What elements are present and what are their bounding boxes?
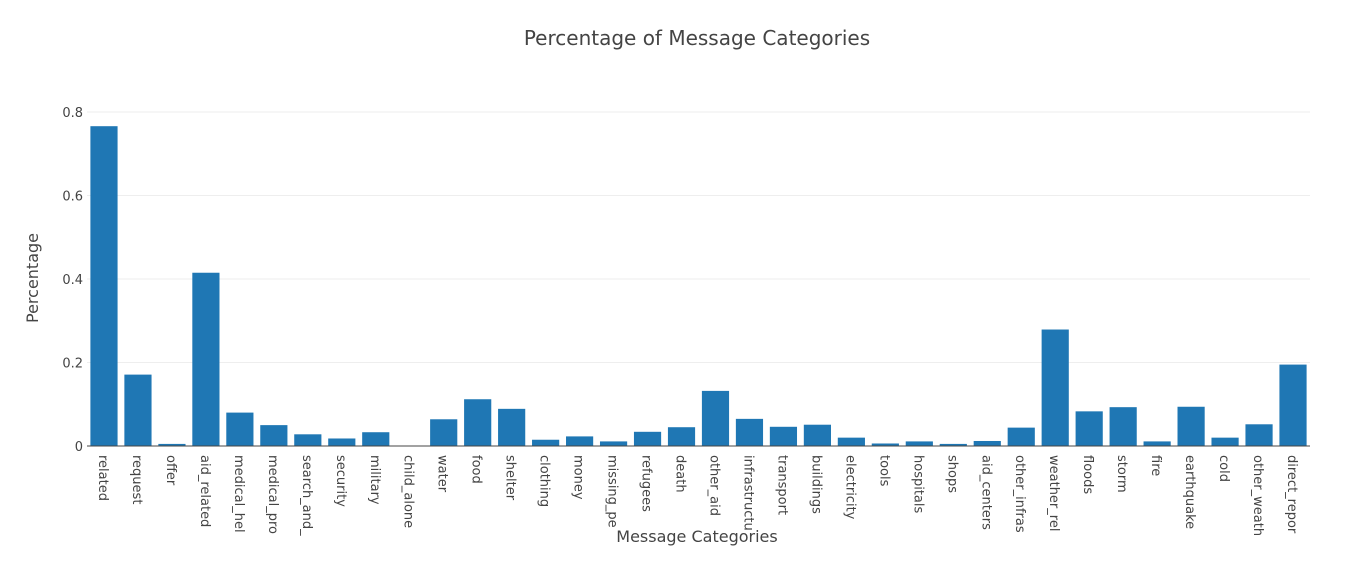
x-tick-label: child_alone xyxy=(401,455,416,528)
bar-other_aid xyxy=(701,390,730,446)
bar-missing_pe xyxy=(599,441,628,446)
x-tick-label: clothing xyxy=(537,455,552,507)
x-tick-label: direct_repor xyxy=(1284,455,1299,534)
x-tick-label: request xyxy=(129,455,144,504)
x-tick-label: buildings xyxy=(808,455,823,514)
y-tick-label: 0 xyxy=(75,440,83,455)
y-axis-title: Percentage xyxy=(23,233,42,323)
bar-tools xyxy=(871,443,899,446)
x-tick-label: hospitals xyxy=(910,455,925,514)
x-tick-label: offer xyxy=(163,455,178,486)
bar-shops xyxy=(939,443,967,446)
x-tick-label: aid_centers xyxy=(978,455,993,530)
bar-earthquake xyxy=(1177,406,1205,446)
y-axis-ticks: 0 0.2 0.4 0.6 0.8 xyxy=(62,106,83,455)
gridlines xyxy=(87,111,1310,363)
bar-storm xyxy=(1109,407,1137,446)
x-tick-label: medical_pro xyxy=(265,455,280,534)
bar-other_infras xyxy=(1007,427,1035,446)
bar-floods xyxy=(1075,411,1103,446)
x-tick-label: shops xyxy=(944,455,959,493)
x-tick-label: other_aid xyxy=(706,455,721,516)
x-tick-label: storm xyxy=(1114,455,1129,493)
bar-other_weath xyxy=(1245,424,1273,446)
x-axis-ticks: related request offer aid_related medical_he… xyxy=(95,455,1299,536)
x-tick-label: related xyxy=(95,455,110,501)
bar-direct_repor xyxy=(1279,364,1307,446)
y-tick-label: 0.8 xyxy=(62,106,83,121)
y-tick-label: 0.2 xyxy=(62,357,83,372)
bar-aid_centers xyxy=(973,440,1001,446)
bar-fire xyxy=(1143,441,1171,446)
bar-request xyxy=(124,374,152,446)
bar-medical_hel xyxy=(226,412,254,446)
x-tick-label: medical_hel xyxy=(231,455,246,533)
bar-death xyxy=(667,427,696,446)
x-tick-label: missing_pe xyxy=(605,455,620,528)
x-tick-label: military xyxy=(367,455,382,505)
x-tick-label: death xyxy=(673,455,688,493)
x-tick-label: fire xyxy=(1148,455,1163,476)
bar-food xyxy=(464,399,492,446)
bar-military xyxy=(362,432,390,446)
x-tick-label: water xyxy=(435,455,450,493)
x-tick-label: refugees xyxy=(639,455,654,512)
bar-medical_pro xyxy=(260,425,288,446)
x-tick-label: other_weath xyxy=(1250,455,1265,536)
bar-water xyxy=(430,419,458,446)
bar-infrastructu xyxy=(735,418,764,446)
bar-search_and_ xyxy=(294,434,322,446)
x-tick-label: weather_rel xyxy=(1046,455,1061,531)
bar-weather_rel xyxy=(1041,329,1069,446)
bar-cold xyxy=(1211,437,1239,446)
bar-refugees xyxy=(633,431,662,446)
bars xyxy=(90,126,1307,446)
x-tick-label: electricity xyxy=(842,455,857,520)
bar-transport xyxy=(769,426,798,446)
x-tick-label: other_infras xyxy=(1012,455,1027,533)
bar-related xyxy=(90,126,118,446)
bar-electricity xyxy=(837,437,865,446)
bar-buildings xyxy=(803,424,831,446)
bar-security xyxy=(328,438,356,446)
bar-offer xyxy=(158,443,186,446)
bar-hospitals xyxy=(905,441,933,446)
y-tick-label: 0.6 xyxy=(62,190,83,205)
x-tick-label: aid_related xyxy=(197,455,212,527)
x-tick-label: transport xyxy=(774,455,789,515)
x-tick-label: security xyxy=(333,455,348,507)
x-tick-label: infrastructu xyxy=(740,455,755,531)
x-tick-label: search_and_ xyxy=(299,455,314,536)
bar-clothing xyxy=(532,439,560,446)
bar-shelter xyxy=(498,408,526,446)
bar-aid_related xyxy=(192,272,220,446)
x-tick-label: floods xyxy=(1080,455,1095,494)
x-tick-label: cold xyxy=(1216,455,1231,482)
x-tick-label: money xyxy=(571,455,586,500)
bar-money xyxy=(566,436,594,446)
x-axis-title: Message Categories xyxy=(616,527,777,546)
x-tick-label: tools xyxy=(876,455,891,487)
x-tick-label: shelter xyxy=(503,455,518,501)
chart-title: Percentage of Message Categories xyxy=(524,26,870,50)
y-tick-label: 0.4 xyxy=(62,273,83,288)
x-tick-label: food xyxy=(469,455,484,484)
x-tick-label: earthquake xyxy=(1182,455,1197,529)
